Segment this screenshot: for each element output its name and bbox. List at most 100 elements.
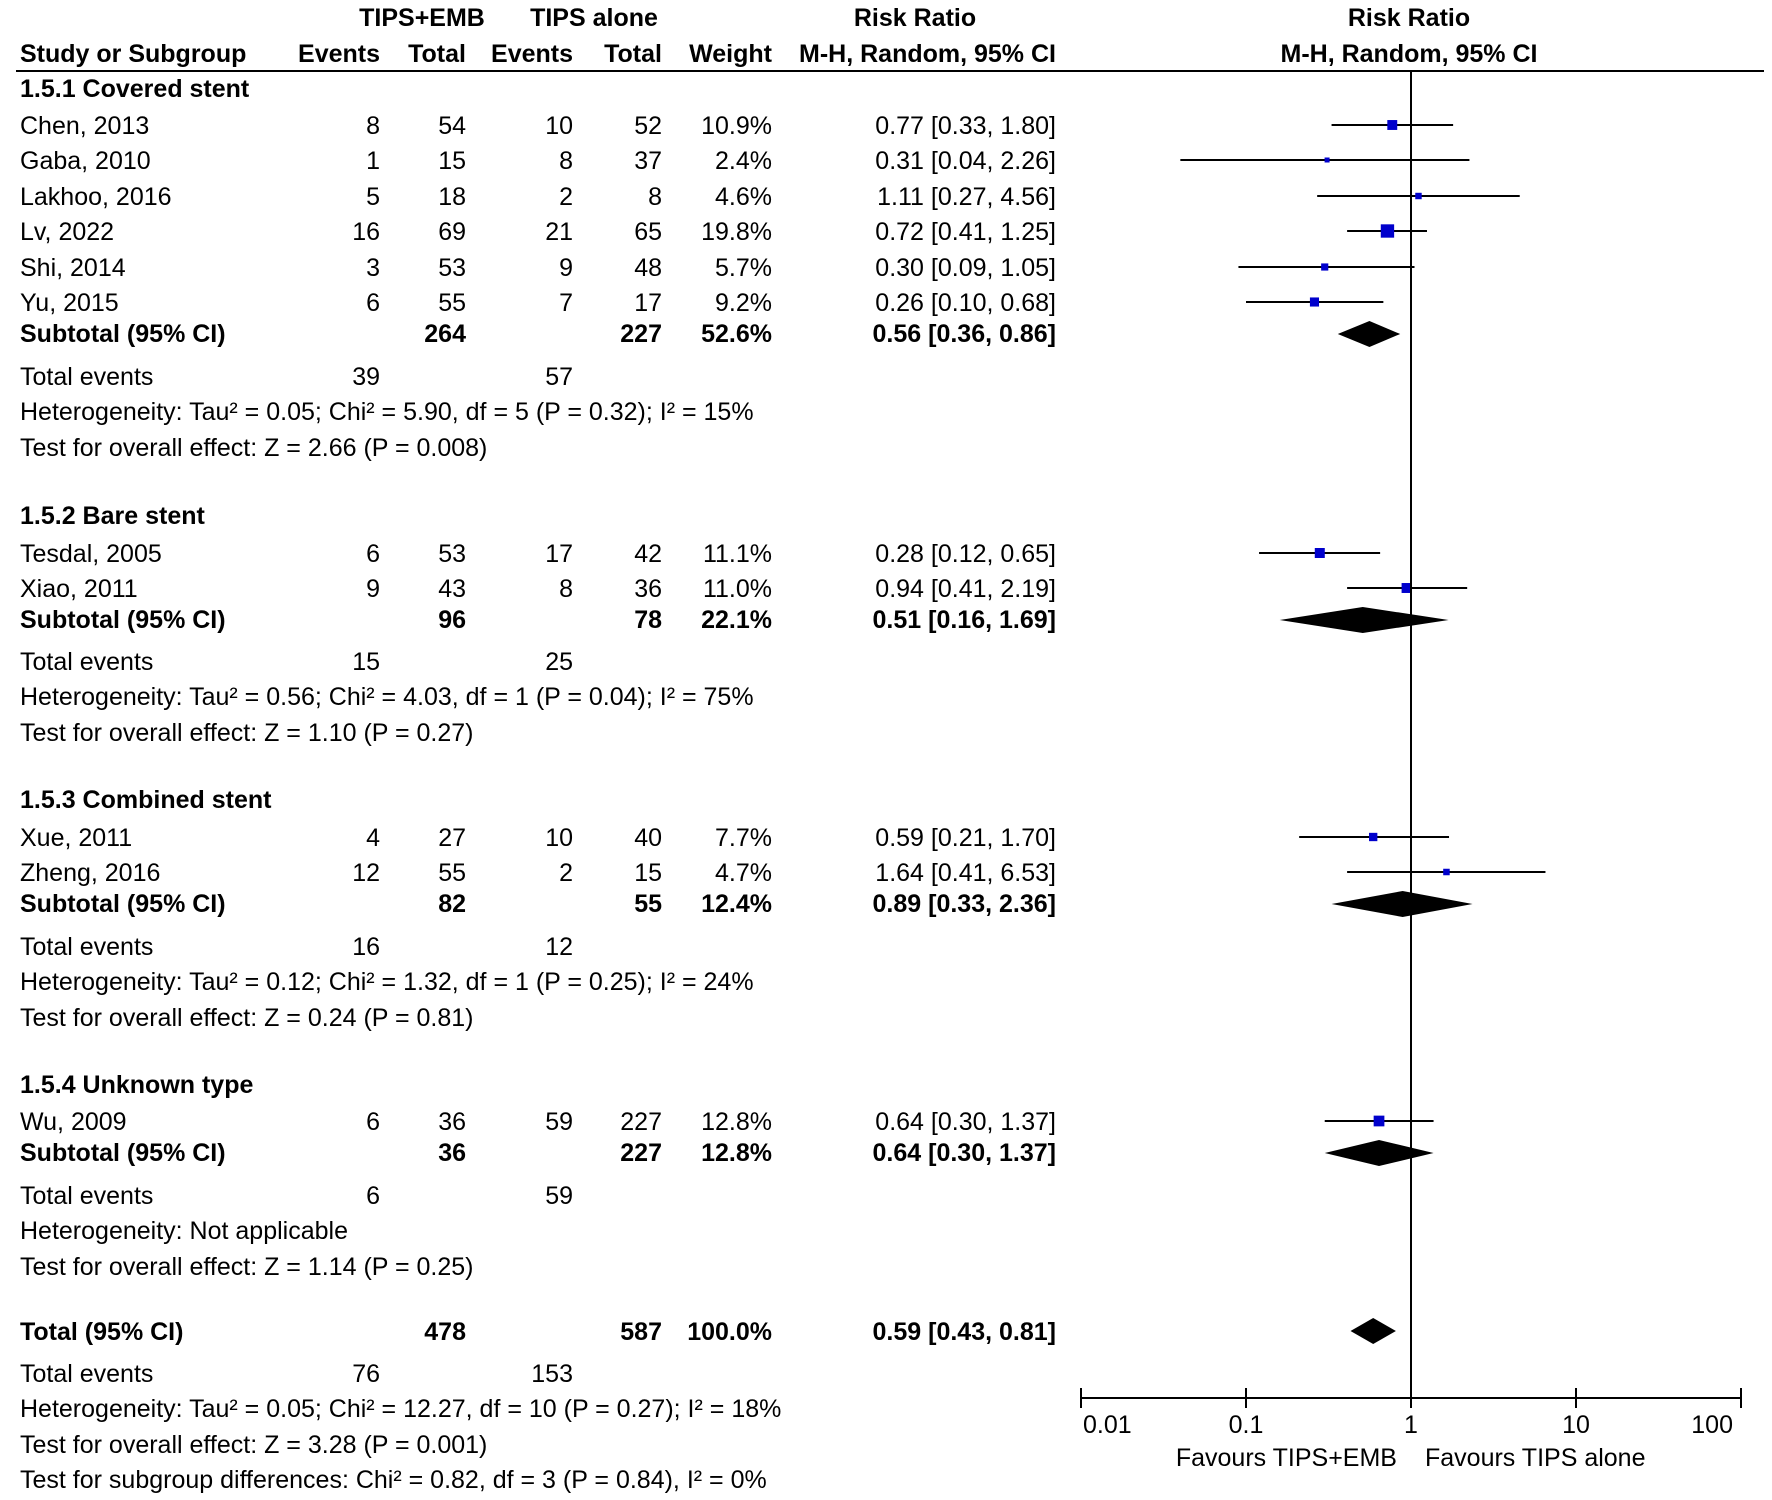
total-group1: 43 [438, 575, 466, 603]
events-header: Events [491, 40, 573, 68]
subtotal-total2: 78 [634, 606, 662, 634]
x-tick-label: 100 [1691, 1411, 1733, 1439]
weight-header: Weight [689, 40, 773, 68]
grand-ci: 0.59 [0.43, 0.81] [873, 1318, 1056, 1346]
subtotal-total1: 264 [424, 320, 466, 348]
total-group2: 52 [634, 112, 662, 140]
study-weight: 10.9% [701, 112, 772, 140]
subgroup-title: 1.5.3 Combined stent [20, 786, 272, 814]
total-group1: 69 [438, 218, 466, 246]
study-name: Shi, 2014 [20, 254, 126, 282]
total-events-group1: 16 [352, 933, 380, 961]
subtotal-total1: 36 [438, 1139, 466, 1167]
total-label: Total (95% CI) [20, 1318, 183, 1346]
forest-graphic [16, 70, 1764, 1408]
study-ci: 0.30 [0.09, 1.05] [875, 254, 1056, 282]
total-overall-effect: Test for overall effect: Z = 3.28 (P = 0… [20, 1431, 487, 1459]
subtotal-weight: 52.6% [701, 320, 772, 348]
total-header: Total [604, 40, 662, 68]
study-name: Xiao, 2011 [20, 575, 138, 603]
group1-header: TIPS+EMB [359, 4, 485, 32]
heterogeneity-text: Heterogeneity: Tau² = 0.05; Chi² = 5.90,… [20, 398, 754, 426]
events-group1: 8 [366, 112, 380, 140]
total-events-group2: 25 [545, 648, 573, 676]
study-point [1314, 548, 1325, 558]
events-group1: 3 [366, 254, 380, 282]
subtotal-ci: 0.51 [0.16, 1.69] [873, 606, 1056, 634]
subtotal-label: Subtotal (95% CI) [20, 890, 226, 918]
grand-total1: 478 [424, 1318, 466, 1346]
subtotal-label: Subtotal (95% CI) [20, 320, 226, 348]
total-group2: 65 [634, 218, 662, 246]
plot-header: Risk Ratio [1348, 4, 1470, 32]
total-events-label: Total events [20, 1360, 153, 1388]
total-events-group1: 76 [352, 1360, 380, 1388]
total-events-label: Total events [20, 363, 153, 391]
study-name: Tesdal, 2005 [20, 540, 162, 568]
study-weight: 11.0% [703, 575, 772, 603]
favours-left-label: Favours TIPS+EMB [1176, 1444, 1397, 1472]
total-header: Total [408, 40, 466, 68]
subtotal-diamond [1337, 321, 1401, 347]
total-group1: 53 [438, 540, 466, 568]
study-weight: 4.7% [715, 859, 772, 887]
study-ci: 0.64 [0.30, 1.37] [875, 1108, 1056, 1136]
overall-effect-text: Test for overall effect: Z = 1.10 (P = 0… [20, 719, 473, 747]
events-group2: 2 [559, 859, 573, 887]
total-events-group1: 6 [366, 1182, 380, 1210]
favours-right-label: Favours TIPS alone [1425, 1444, 1645, 1472]
total-group1: 27 [438, 824, 466, 852]
events-header: Events [298, 40, 380, 68]
total-group1: 55 [438, 859, 466, 887]
events-group1: 4 [366, 824, 380, 852]
study-name: Wu, 2009 [20, 1108, 127, 1136]
grand-weight: 100.0% [687, 1318, 772, 1346]
study-ci: 0.72 [0.41, 1.25] [875, 218, 1056, 246]
total-group2: 42 [634, 540, 662, 568]
subgroup-differences-text: Test for subgroup differences: Chi² = 0.… [20, 1466, 767, 1494]
grand-total2: 587 [620, 1318, 662, 1346]
heterogeneity-text: Heterogeneity: Tau² = 0.56; Chi² = 4.03,… [20, 683, 754, 711]
overall-effect-text: Test for overall effect: Z = 0.24 (P = 0… [20, 1004, 473, 1032]
total-group2: 48 [634, 254, 662, 282]
events-group1: 1 [366, 147, 380, 175]
total-group2: 8 [648, 183, 662, 211]
total-events-group1: 39 [352, 363, 380, 391]
study-weight: 5.7% [715, 254, 772, 282]
total-events-group2: 57 [545, 363, 573, 391]
events-group2: 10 [545, 824, 573, 852]
total-events-group2: 153 [531, 1360, 573, 1388]
study-point [1309, 297, 1320, 307]
subtotal-total2: 55 [634, 890, 662, 918]
heterogeneity-text: Heterogeneity: Tau² = 0.12; Chi² = 1.32,… [20, 968, 754, 996]
subtotal-weight: 12.8% [701, 1139, 772, 1167]
subtotal-total1: 96 [438, 606, 466, 634]
study-point [1321, 263, 1329, 271]
total-events-group1: 15 [352, 648, 380, 676]
total-group1: 53 [438, 254, 466, 282]
overall-effect-text: Test for overall effect: Z = 2.66 (P = 0… [20, 434, 487, 462]
study-name: Yu, 2015 [20, 289, 119, 317]
total-diamond [1350, 1318, 1396, 1344]
total-events-group2: 12 [545, 933, 573, 961]
subtotal-weight: 12.4% [701, 890, 772, 918]
events-group2: 8 [559, 147, 573, 175]
study-ci: 1.64 [0.41, 6.53] [875, 859, 1056, 887]
events-group1: 9 [366, 575, 380, 603]
study-point [1401, 583, 1412, 593]
total-group1: 54 [438, 112, 466, 140]
events-group1: 12 [352, 859, 380, 887]
study-point [1415, 192, 1422, 200]
study-header: Study or Subgroup [20, 40, 246, 68]
events-group2: 7 [559, 289, 573, 317]
study-name: Zheng, 2016 [20, 859, 160, 887]
subgroup-title: 1.5.1 Covered stent [20, 75, 250, 103]
events-group2: 17 [545, 540, 573, 568]
events-group2: 9 [559, 254, 573, 282]
subtotal-label: Subtotal (95% CI) [20, 606, 226, 634]
subgroup-title: 1.5.4 Unknown type [20, 1071, 253, 1099]
events-group2: 21 [545, 218, 573, 246]
total-group2: 15 [634, 859, 662, 887]
study-point [1387, 120, 1398, 130]
